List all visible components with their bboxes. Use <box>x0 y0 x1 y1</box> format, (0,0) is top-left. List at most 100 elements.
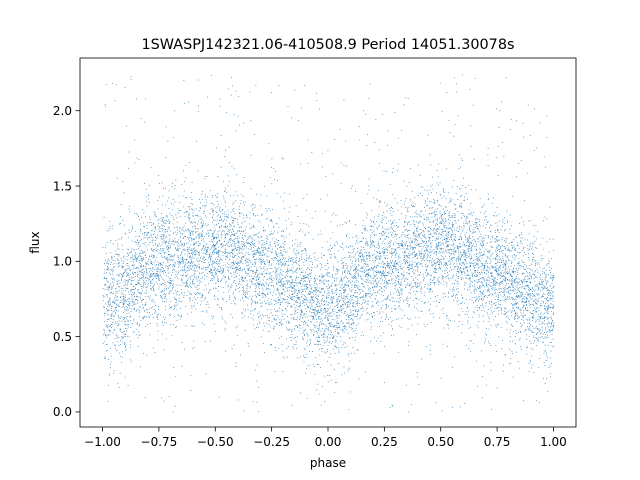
data-point <box>201 248 203 250</box>
data-point <box>169 285 171 286</box>
data-point <box>547 321 549 323</box>
data-point <box>116 335 117 337</box>
data-point <box>520 312 522 314</box>
data-point <box>310 287 312 289</box>
data-point <box>184 272 186 273</box>
data-point <box>250 120 252 122</box>
data-point <box>126 248 128 250</box>
data-point <box>390 240 392 242</box>
data-point <box>504 229 506 230</box>
data-point <box>111 361 113 363</box>
data-point <box>506 273 508 275</box>
data-point <box>455 251 457 253</box>
data-point <box>456 227 458 229</box>
data-point <box>117 296 118 297</box>
data-point <box>500 300 502 301</box>
data-point <box>258 231 260 233</box>
data-point <box>344 304 346 306</box>
data-point <box>346 307 348 309</box>
data-point <box>316 260 318 262</box>
data-point <box>298 289 299 291</box>
data-point <box>351 314 352 316</box>
data-point <box>298 277 300 279</box>
data-point <box>346 236 347 237</box>
data-point <box>286 348 288 349</box>
data-point <box>499 220 500 222</box>
data-point <box>514 317 516 319</box>
data-point <box>447 192 449 194</box>
data-point <box>434 240 436 241</box>
data-point <box>335 347 337 349</box>
data-point <box>107 325 109 327</box>
data-point <box>486 270 488 271</box>
data-point <box>229 226 231 228</box>
data-point <box>182 258 184 259</box>
data-point <box>222 287 224 288</box>
data-point <box>536 308 538 310</box>
data-point <box>387 305 389 307</box>
data-point <box>346 345 348 347</box>
data-point <box>174 304 176 306</box>
data-point <box>356 302 358 304</box>
data-point <box>326 337 328 339</box>
data-point <box>136 283 138 285</box>
data-point <box>529 326 530 328</box>
data-point <box>166 217 168 218</box>
data-point <box>287 303 289 304</box>
data-point <box>504 291 505 293</box>
data-point <box>366 144 368 146</box>
data-point <box>510 118 512 120</box>
data-point <box>505 261 507 262</box>
data-point <box>361 261 363 263</box>
data-point <box>273 328 275 330</box>
data-point <box>394 256 396 258</box>
data-point <box>122 317 124 319</box>
data-point <box>214 267 215 269</box>
data-point <box>447 227 449 229</box>
data-point <box>212 250 214 252</box>
data-point <box>318 315 319 317</box>
data-point <box>284 283 286 285</box>
data-point <box>385 308 387 310</box>
data-point <box>447 244 449 245</box>
data-point <box>501 251 503 253</box>
data-point <box>328 267 329 269</box>
data-point <box>305 248 306 250</box>
data-point <box>408 221 409 223</box>
data-point <box>174 308 176 309</box>
data-point <box>193 340 195 342</box>
data-point <box>411 265 413 267</box>
data-point <box>408 256 410 258</box>
data-point <box>389 299 391 301</box>
data-point <box>443 313 445 315</box>
data-point <box>374 336 375 338</box>
data-point <box>467 289 468 291</box>
data-point <box>424 244 426 246</box>
data-point <box>397 269 399 271</box>
data-point <box>226 257 228 259</box>
data-point <box>312 292 313 293</box>
data-point <box>134 264 135 266</box>
data-point <box>207 230 209 232</box>
data-point <box>156 238 157 240</box>
data-point <box>441 274 443 276</box>
data-point <box>477 238 479 239</box>
data-point <box>178 195 180 197</box>
data-point <box>331 275 333 277</box>
data-point <box>359 240 361 242</box>
data-point <box>225 277 226 279</box>
data-point <box>217 304 219 306</box>
data-point <box>523 273 525 274</box>
data-point <box>451 295 453 297</box>
data-point <box>255 234 256 236</box>
data-point <box>459 188 460 190</box>
data-point <box>192 254 193 255</box>
data-point <box>252 204 254 206</box>
data-point <box>494 232 496 233</box>
data-point <box>430 313 431 315</box>
data-point <box>442 248 444 249</box>
data-point <box>373 270 375 272</box>
data-point <box>381 234 383 236</box>
data-point <box>124 296 126 298</box>
data-point <box>144 305 146 306</box>
